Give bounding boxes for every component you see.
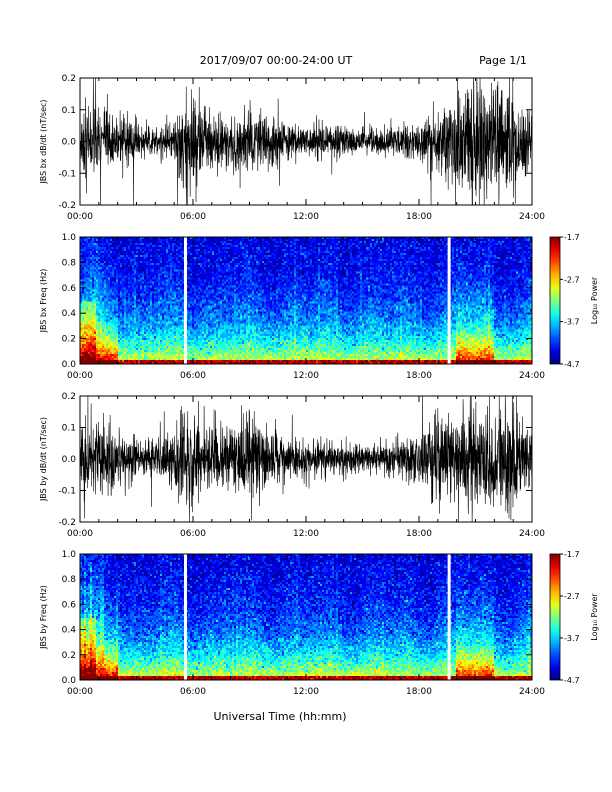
x-tick-label: 18:00 — [406, 371, 432, 381]
by-colorbar: -1.7 -2.7 -3.7 -4.7 Log₁₀ Power — [549, 550, 599, 685]
y-tick-label: 0.4 — [62, 309, 77, 319]
y-axis-label: JBS by dB/dt (nT/sec) — [39, 417, 48, 502]
colorbar-gradient — [549, 553, 561, 681]
x-tick-label: 06:00 — [180, 371, 206, 381]
x-tick-label: 18:00 — [406, 529, 432, 539]
y-tick-label: 1.0 — [62, 233, 77, 243]
y-tick-label: 0.1 — [62, 106, 76, 116]
x-tick-label: 00:00 — [67, 529, 93, 539]
bx-colorbar: -1.7 -2.7 -3.7 -4.7 Log₁₀ Power — [549, 233, 599, 369]
y-axis-label: JBS by Freq (Hz) — [39, 585, 48, 650]
y-tick-label: 0.6 — [62, 284, 77, 294]
y-tick-label: -0.2 — [58, 201, 76, 211]
x-tick-label: 06:00 — [180, 529, 206, 539]
y-tick-label: 0.8 — [62, 575, 77, 585]
colorbar-tick-label: -4.7 — [564, 360, 580, 369]
y-tick-label: -0.1 — [58, 169, 76, 179]
data-gap — [183, 554, 187, 680]
y-tick-label: 0.4 — [62, 626, 77, 636]
x-tick-label: 18:00 — [406, 687, 432, 697]
x-tick-label: 24:00 — [519, 687, 545, 697]
y-tick-label: 0.8 — [62, 258, 77, 268]
colorbar-tick-label: -1.7 — [564, 233, 580, 242]
y-tick-label: 0.6 — [62, 600, 77, 610]
y-tick-label: 0.0 — [62, 455, 77, 465]
x-tick-label: 12:00 — [293, 371, 319, 381]
x-tick-label: 12:00 — [293, 212, 319, 222]
colorbar-label: Log₁₀ Power — [590, 593, 599, 641]
signal-trace — [79, 395, 533, 523]
colorbar-tick-label: -3.7 — [564, 634, 580, 643]
x-tick-label: 18:00 — [406, 212, 432, 222]
data-gap — [183, 237, 187, 364]
x-tick-label: 00:00 — [67, 371, 93, 381]
y-tick-label: -0.2 — [58, 518, 76, 528]
x-tick-label: 00:00 — [67, 687, 93, 697]
by-timeseries-panel: 00:00 06:00 12:00 18:00 24:00 0.2 0.1 0.0 -0.1 -0… — [39, 392, 545, 539]
y-tick-label: 0.2 — [62, 335, 76, 345]
report-title: 2017/09/07 00:00-24:00 UT — [200, 54, 353, 67]
x-tick-label: 24:00 — [519, 371, 545, 381]
y-axis-label: JBS bx dB/dt (nT/sec) — [39, 99, 48, 184]
y-axis-label: JBS bx Freq (Hz) — [39, 269, 48, 334]
y-tick-label: 0.0 — [62, 676, 77, 686]
data-gap — [447, 237, 451, 364]
x-tick-label: 00:00 — [67, 212, 93, 222]
colorbar-tick-label: -3.7 — [564, 318, 580, 327]
x-tick-label: 12:00 — [293, 529, 319, 539]
spectrogram-image — [80, 237, 532, 364]
y-tick-label: 0.2 — [62, 392, 76, 402]
bx-timeseries-panel: 00:00 06:00 12:00 18:00 24:00 0.2 0.1 0.0 -0.1 -0… — [39, 74, 545, 222]
x-axis-title: Universal Time (hh:mm) — [214, 710, 347, 723]
colorbar-tick-label: -1.7 — [564, 550, 580, 559]
by-spectrogram-panel: 00:00 06:00 12:00 18:00 24:00 1.0 0.8 0.6 0.4 0.2… — [39, 550, 545, 697]
colorbar-label: Log₁₀ Power — [590, 276, 599, 324]
y-tick-label: 1.0 — [62, 550, 77, 560]
data-gap — [447, 554, 451, 680]
x-tick-label: 24:00 — [519, 212, 545, 222]
colorbar-gradient — [549, 236, 561, 365]
y-tick-label: -0.1 — [58, 487, 76, 497]
colorbar-tick-label: -2.7 — [564, 275, 580, 284]
spectrogram-image — [80, 554, 532, 680]
y-tick-label: 0.2 — [62, 651, 76, 661]
x-tick-label: 06:00 — [180, 212, 206, 222]
y-tick-label: 0.0 — [62, 360, 77, 370]
colorbar-tick-label: -4.7 — [564, 676, 580, 685]
x-tick-label: 12:00 — [293, 687, 319, 697]
y-tick-label: 0.0 — [62, 138, 77, 148]
x-tick-label: 06:00 — [180, 687, 206, 697]
signal-trace — [79, 77, 533, 206]
y-tick-label: 0.1 — [62, 424, 76, 434]
x-tick-label: 24:00 — [519, 529, 545, 539]
y-tick-label: 0.2 — [62, 74, 76, 84]
page-indicator: Page 1/1 — [479, 54, 527, 67]
bx-spectrogram-panel: 00:00 06:00 12:00 18:00 24:00 1.0 0.8 0.6 0.4 0.2… — [39, 233, 545, 381]
colorbar-tick-label: -2.7 — [564, 592, 580, 601]
